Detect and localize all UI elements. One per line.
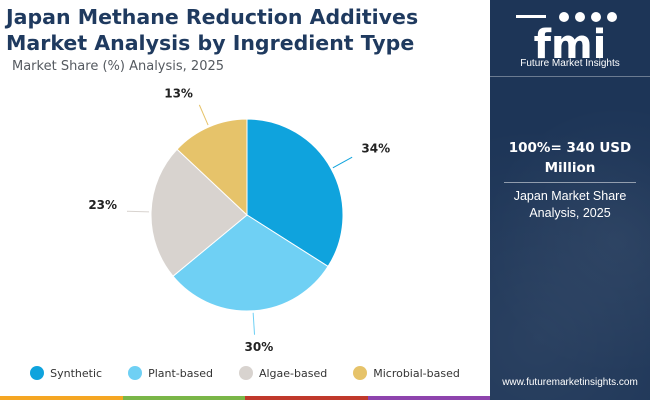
legend: Synthetic Plant-based Algae-based Microbial…	[0, 366, 490, 380]
pie-slice-synthetic	[246, 118, 344, 268]
legend-label-synthetic: Synthetic	[50, 366, 103, 380]
fmi-logo: fmi	[516, 12, 617, 68]
side-panel: fmi Future Market Insights 100%= 340 USD…	[490, 0, 650, 400]
legend-swatch-microbial-based	[353, 366, 368, 380]
logo-caption: Future Market Insights	[520, 58, 620, 69]
leader-line-synthetic	[332, 156, 353, 169]
legend-item-synthetic: Synthetic	[30, 366, 102, 380]
bottom-color-bar	[0, 396, 490, 400]
website-link[interactable]: www.futuremarketinsights.com	[502, 377, 638, 388]
legend-label-microbial-based: Microbial-based	[373, 366, 460, 380]
logo-wordmark: fmi	[534, 22, 607, 68]
bottom-bar-segment-4	[367, 396, 490, 400]
data-label-plant-based: 30%	[245, 340, 274, 354]
legend-swatch-algae-based	[238, 366, 253, 380]
bottom-bar-segment-3	[245, 396, 368, 400]
total-divider	[504, 182, 636, 183]
bottom-bar-segment-2	[122, 396, 245, 400]
legend-label-algae-based: Algae-based	[258, 366, 328, 380]
data-label-synthetic: 34%	[361, 141, 390, 155]
chart-title: Japan Methane Reduction Additives Market…	[6, 5, 419, 55]
total-caption: Japan Market Share Analysis, 2025	[513, 189, 627, 220]
legend-item-microbial-based: Microbial-based	[353, 366, 460, 380]
legend-swatch-plant-based	[128, 366, 143, 380]
pie-chart: 34% 30% 23% 13%	[88, 86, 390, 354]
legend-label-plant-based: Plant-based	[148, 366, 213, 380]
leader-line-plant-based	[252, 312, 256, 335]
legend-item-algae-based: Algae-based	[238, 366, 328, 380]
pie-slice-plant-based	[172, 214, 329, 312]
data-label-microbial-based: 13%	[164, 86, 193, 100]
pie-slice-algae-based	[150, 148, 248, 277]
data-label-algae-based: 23%	[88, 198, 117, 212]
logo-icons	[516, 12, 617, 22]
pie-slice-microbial-based	[176, 118, 248, 217]
legend-item-plant-based: Plant-based	[128, 366, 213, 380]
chart-subtitle: Market Share (%) Analysis, 2025	[12, 59, 225, 74]
legend-swatch-synthetic	[30, 366, 45, 380]
bottom-bar-segment-1	[0, 396, 123, 400]
leader-line-microbial-based	[198, 104, 209, 126]
total-market-value: 100%= 340 USD Million	[508, 140, 632, 176]
panel-divider	[490, 76, 650, 77]
leader-line-algae-based	[127, 210, 150, 213]
